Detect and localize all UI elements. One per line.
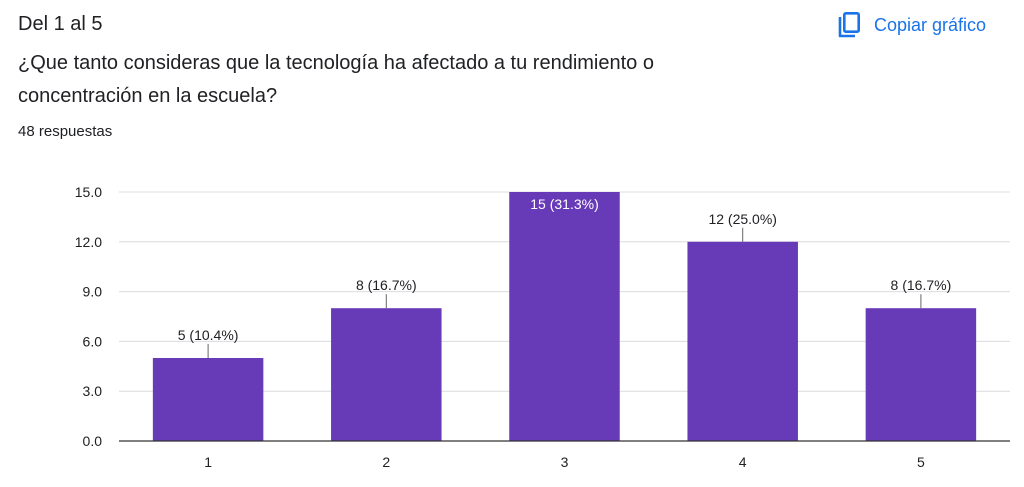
response-count: 48 respuestas (18, 123, 113, 140)
bar (152, 358, 264, 441)
y-tick-label: 9.0 (83, 284, 103, 300)
section-title: Del 1 al 5 (18, 13, 103, 35)
y-tick-label: 12.0 (75, 234, 102, 250)
copy-icon (838, 11, 860, 38)
y-tick-label: 15.0 (75, 184, 102, 200)
data-label: 8 (16.7%) (891, 277, 952, 293)
data-label: 8 (16.7%) (356, 277, 417, 293)
bar (509, 192, 620, 441)
x-tick-label: 1 (204, 454, 212, 470)
y-tick-label: 0.0 (83, 433, 103, 449)
copy-chart-button[interactable]: Copiar gráfico (828, 6, 994, 44)
x-tick-label: 4 (739, 454, 747, 470)
x-tick-label: 3 (561, 454, 569, 470)
y-tick-label: 3.0 (83, 383, 103, 399)
data-label: 12 (25.0%) (708, 211, 776, 227)
bar (687, 241, 798, 441)
copy-chart-label: Copiar gráfico (874, 14, 987, 35)
x-tick-label: 5 (917, 454, 925, 470)
bar (865, 308, 977, 441)
question-title: ¿Que tanto consideras que la tecnología … (18, 52, 654, 107)
bar (331, 308, 442, 441)
data-label: 15 (31.3%) (530, 196, 598, 212)
x-tick-label: 2 (382, 454, 390, 470)
y-tick-label: 6.0 (83, 333, 103, 349)
data-label: 5 (10.4%) (178, 327, 239, 343)
